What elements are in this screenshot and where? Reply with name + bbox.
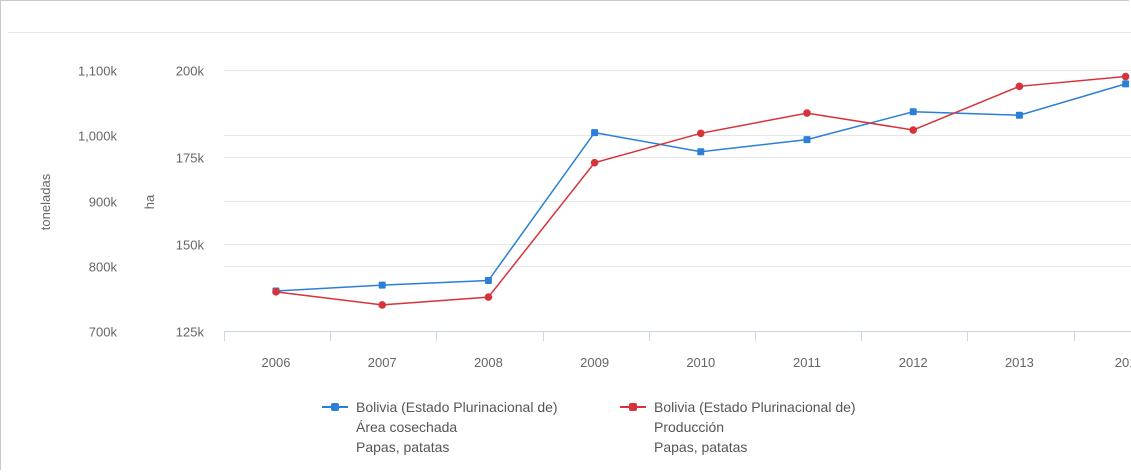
legend-line: Papas, patatas (356, 439, 450, 455)
data-point (803, 109, 811, 117)
header-divider (8, 32, 1131, 33)
data-point (697, 148, 705, 156)
y-tick-left: 800k (89, 260, 118, 275)
data-point (1015, 111, 1023, 119)
data-point (909, 126, 917, 134)
y-tick-right: 125k (176, 325, 205, 340)
x-tick-label: 2007 (368, 355, 397, 370)
data-point (1122, 80, 1130, 88)
data-point (378, 301, 387, 309)
data-point (697, 129, 705, 138)
x-tick-label: 2010 (686, 355, 715, 370)
legend-line: Producción (654, 419, 725, 435)
legend-line: Bolivia (Estado Plurinacional de) (654, 399, 856, 415)
y-tick-left: 1,000k (78, 129, 118, 144)
x-tick-label: 2011 (793, 355, 821, 370)
y-tick-left: 900k (89, 195, 118, 210)
series-line-area-cosechada (275, 83, 1126, 292)
y-tick-left: 700k (89, 325, 118, 340)
data-point (909, 108, 917, 116)
x-tick-label: 2013 (1005, 355, 1034, 370)
data-point (591, 129, 599, 137)
x-tick-label: 2012 (899, 355, 928, 370)
data-point (1015, 82, 1024, 91)
data-point (1121, 72, 1130, 81)
x-tick-label: 2009 (580, 355, 609, 370)
x-tick-label: 201 (1115, 355, 1131, 370)
data-point (378, 281, 386, 289)
x-tick-label: 2008 (474, 355, 503, 370)
y-axis-title-left: toneladas (38, 173, 53, 230)
legend-item-area-cosechada[interactable]: Bolivia (Estado Plurinacional de) Área c… (322, 397, 558, 457)
y-tick-left: 1,100k (78, 64, 118, 79)
data-point (484, 277, 492, 285)
x-tick-label: 2006 (262, 355, 291, 370)
legend-line: Bolivia (Estado Plurinacional de) (356, 399, 558, 415)
data-point (272, 288, 280, 296)
legend-item-produccion[interactable]: Bolivia (Estado Plurinacional de) Produc… (620, 397, 856, 457)
y-tick-right: 200k (176, 64, 205, 79)
data-point (484, 293, 493, 301)
legend-swatch-blue (322, 397, 348, 417)
legend-swatch-red (620, 397, 646, 417)
y-tick-right: 150k (176, 238, 205, 253)
y-axis-title-right: ha (142, 194, 157, 209)
legend-line: Papas, patatas (654, 439, 748, 455)
data-point (590, 158, 599, 167)
y-tick-right: 175k (176, 151, 205, 166)
legend-line: Área cosechada (356, 419, 458, 435)
series-line-produccion (275, 75, 1126, 306)
data-point (803, 136, 811, 144)
